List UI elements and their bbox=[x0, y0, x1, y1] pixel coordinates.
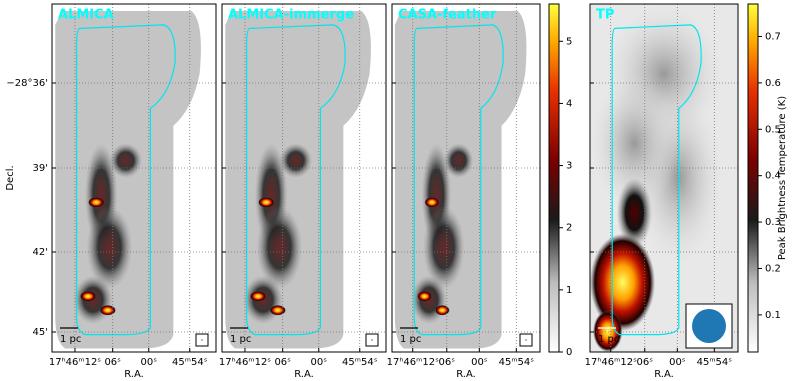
x-tick-label: 00ˢ bbox=[311, 357, 328, 368]
x-tick-label: 06ˢ bbox=[274, 357, 291, 368]
emission bbox=[616, 178, 653, 248]
emission-peak bbox=[417, 291, 432, 302]
image bbox=[590, 4, 723, 352]
colorbar-tick-label: 0.2 bbox=[765, 263, 781, 274]
panel-title: CASA-feather bbox=[398, 8, 497, 23]
colorbar-tick-label: 5 bbox=[566, 36, 572, 47]
beam bbox=[371, 339, 373, 341]
footprint-outline bbox=[414, 25, 503, 335]
emission bbox=[109, 143, 143, 178]
x-tick-label: 06ˢ bbox=[637, 357, 654, 368]
colorbar-tick-label: 3 bbox=[566, 161, 572, 172]
panel-title: ALMICA-immerge bbox=[228, 8, 354, 23]
emission-peak bbox=[249, 291, 267, 302]
scale-bar-label: 1 pc bbox=[598, 334, 619, 345]
emission-peak bbox=[590, 233, 656, 332]
x-axis-label: R.A. bbox=[456, 369, 476, 380]
panel: 17ʰ46ᵐ12ˢ 06ˢ 00ˢ 45ᵐ54ˢ R.A. 1 pc TP bbox=[585, 4, 738, 380]
emission bbox=[423, 205, 465, 290]
emission-peak bbox=[79, 291, 97, 302]
y-tick-label: 42' bbox=[33, 247, 48, 258]
colorbar-tick-label: 0.4 bbox=[765, 171, 781, 182]
panel-frame bbox=[391, 3, 541, 353]
panel-frame bbox=[589, 3, 739, 353]
x-tick-label: 17ʰ46ᵐ12ˢ bbox=[49, 357, 101, 368]
colorbar-tick-label: 0.7 bbox=[765, 31, 781, 42]
x-tick-label: 45ᵐ54ˢ bbox=[499, 357, 535, 368]
y-axis-label: Decl. bbox=[5, 165, 16, 190]
colorbar-tick-label: 4 bbox=[566, 98, 572, 109]
colorbar-tick-label: 0.3 bbox=[765, 217, 781, 228]
footprint-outline bbox=[77, 25, 176, 335]
emission bbox=[256, 205, 303, 290]
beam bbox=[525, 339, 527, 341]
scale-bar-label: 1 pc bbox=[60, 334, 81, 345]
emission bbox=[443, 143, 474, 178]
emission-peak bbox=[269, 305, 286, 316]
colorbar-label: Peak Brightness Temperature (K) bbox=[777, 96, 788, 260]
colorbar-tick-label: 0 bbox=[566, 347, 572, 358]
emission bbox=[279, 143, 313, 178]
footprint-outline bbox=[612, 25, 701, 335]
x-tick-label: 00ˢ bbox=[141, 357, 158, 368]
panel: 17ʰ46ᵐ12ˢ 06ˢ 00ˢ 45ᵐ54ˢ R.A. 1 pc CASA-feathe… bbox=[387, 4, 540, 380]
x-tick-label: 17ʰ46ᵐ12ˢ bbox=[585, 357, 637, 368]
x-tick-label: 17ʰ46ᵐ12ˢ bbox=[387, 357, 439, 368]
emission bbox=[86, 205, 133, 290]
scale-bar-label: 1 pc bbox=[400, 334, 421, 345]
beam bbox=[201, 339, 203, 341]
emission-peak bbox=[88, 197, 105, 208]
emission-peak bbox=[424, 197, 440, 208]
panel-frame bbox=[51, 3, 217, 353]
y-tick-label: 45' bbox=[33, 327, 48, 338]
image bbox=[225, 11, 371, 349]
colorbar-tick-label: 0.1 bbox=[765, 310, 781, 321]
colorbar: 0.1 0.2 0.3 0.4 0.5 0.6 0.7 Peak Brightness Tem… bbox=[747, 3, 788, 353]
panel: −28°36' 39' 42' 45' 17ʰ46ᵐ12ˢ 06ˢ 00ˢ 45ᵐ54ˢ R.A… bbox=[6, 4, 216, 380]
x-tick-label: 45ᵐ54ˢ bbox=[172, 357, 208, 368]
x-tick-label: 00ˢ bbox=[669, 357, 686, 368]
y-tick-label: −28°36' bbox=[6, 78, 48, 89]
emission-peak bbox=[592, 310, 623, 352]
colorbar: 0 1 2 3 4 5 bbox=[548, 3, 572, 358]
colorbar-gradient bbox=[548, 3, 560, 353]
x-tick-label: 00ˢ bbox=[471, 357, 488, 368]
x-tick-label: 45ᵐ54ˢ bbox=[342, 357, 378, 368]
colorbar-tick-label: 0.5 bbox=[765, 124, 781, 135]
emission-peak bbox=[434, 305, 450, 316]
panel-frame bbox=[221, 3, 387, 353]
x-tick-label: 17ʰ46ᵐ12ˢ bbox=[219, 357, 271, 368]
colorbar-tick-label: 2 bbox=[566, 223, 572, 234]
x-tick-label: 06ˢ bbox=[104, 357, 121, 368]
beam bbox=[692, 309, 726, 343]
x-axis-label: R.A. bbox=[124, 369, 144, 380]
panel-title: TP bbox=[596, 8, 614, 23]
panel-title: ALMICA bbox=[58, 8, 114, 23]
colorbar-tick-label: 1 bbox=[566, 285, 572, 296]
panel: 17ʰ46ᵐ12ˢ 06ˢ 00ˢ 45ᵐ54ˢ R.A. 1 pc ALMICA-imme… bbox=[219, 4, 386, 380]
image bbox=[395, 11, 526, 349]
image bbox=[55, 11, 201, 349]
x-axis-label: R.A. bbox=[654, 369, 674, 380]
x-tick-label: 06ˢ bbox=[439, 357, 456, 368]
scale-bar-label: 1 pc bbox=[230, 334, 251, 345]
emission-peak bbox=[99, 305, 116, 316]
colorbar-gradient bbox=[747, 3, 759, 353]
emission-peak bbox=[258, 197, 275, 208]
x-axis-label: R.A. bbox=[294, 369, 314, 380]
x-tick-label: 45ᵐ54ˢ bbox=[697, 357, 733, 368]
colorbar-tick-label: 0.6 bbox=[765, 78, 781, 89]
y-tick-label: 39' bbox=[33, 163, 48, 174]
footprint-outline bbox=[247, 25, 346, 335]
